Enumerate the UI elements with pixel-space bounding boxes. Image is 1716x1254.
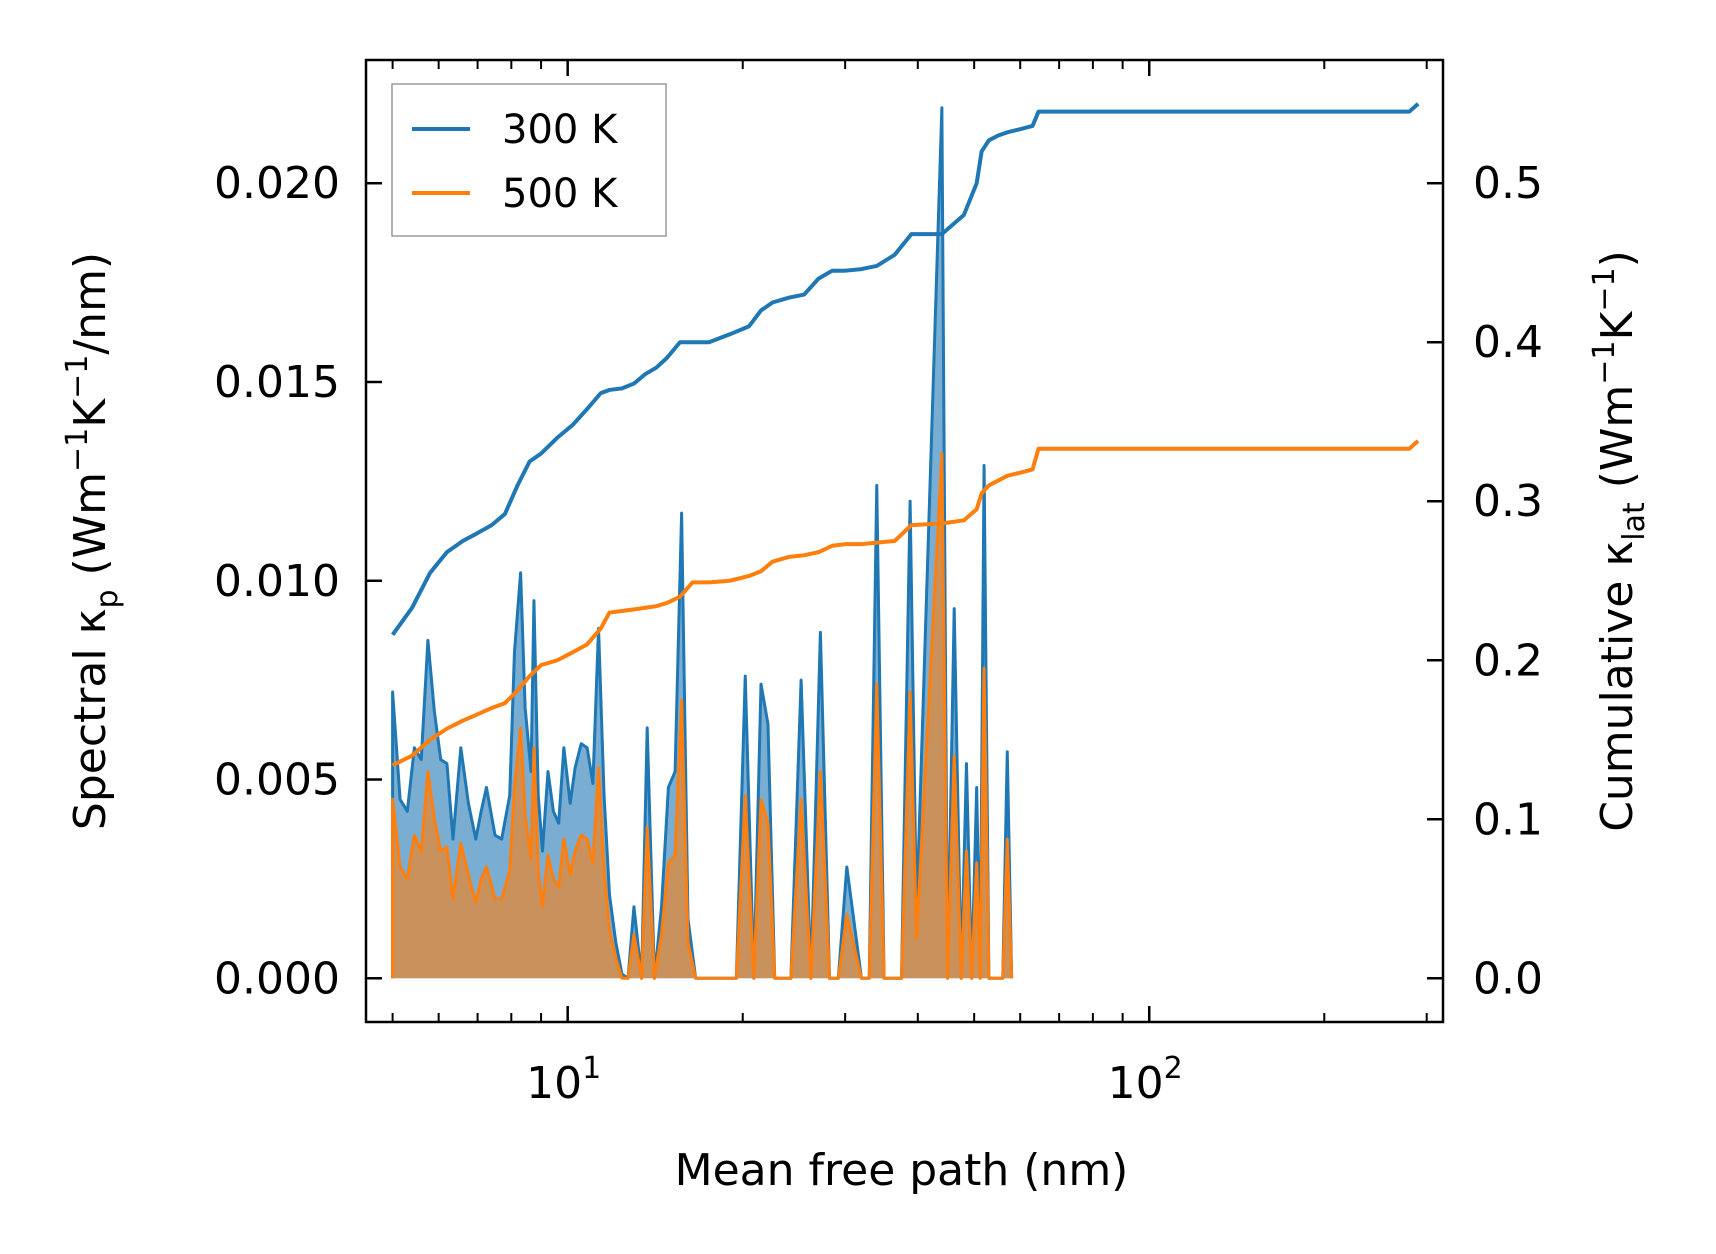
plot-area bbox=[390, 102, 1420, 980]
legend-label: 500 K bbox=[502, 171, 619, 217]
legend: 300 K 500 K bbox=[391, 83, 667, 237]
y-right-axis-title-main: Cumulative κ bbox=[1592, 541, 1643, 832]
y-right-axis-title-superscript-1: −1 bbox=[1587, 340, 1622, 384]
y-right-axis-title-unit-a: (Wm bbox=[1592, 385, 1643, 503]
plot-inner bbox=[390, 102, 1420, 980]
y-left-tick-label: 0.015 bbox=[214, 357, 340, 408]
x-tick-label: 102 bbox=[1108, 1051, 1183, 1109]
y-left-tick-label: 0.000 bbox=[214, 953, 340, 1004]
y-left-axis-title: Spectral κp (Wm−1K−1/nm) bbox=[60, 252, 125, 830]
y-left-axis-title-subscript: p bbox=[90, 589, 125, 608]
x-axis-title: Mean free path (nm) bbox=[675, 1145, 1129, 1196]
y-right-tick-label: 0.5 bbox=[1473, 158, 1543, 209]
spectral-line-500-k bbox=[391, 452, 1014, 980]
x-tick-exponent: 2 bbox=[1164, 1051, 1183, 1086]
y-left-tick-label: 0.005 bbox=[214, 755, 340, 806]
y-right-tick-label: 0.2 bbox=[1473, 635, 1543, 686]
y-left-tick-label: 0.010 bbox=[214, 556, 340, 607]
y-right-tick-label: 0.4 bbox=[1473, 317, 1543, 368]
y-left-axis-title-main: Spectral κ bbox=[65, 609, 116, 831]
x-tick-base: 10 bbox=[1108, 1058, 1164, 1109]
y-left-axis-title-unit-c: /nm) bbox=[65, 252, 116, 355]
y-right-tick-label: 0.1 bbox=[1473, 794, 1543, 845]
x-tick-exponent: 1 bbox=[582, 1051, 601, 1086]
axes: 101 1020.0000.0050.0100.0150.0200.00.10.2… bbox=[60, 58, 1652, 1196]
y-right-tick-label: 0.3 bbox=[1473, 476, 1543, 527]
axes-frame bbox=[364, 58, 1445, 1024]
x-tick-label: 101 bbox=[526, 1051, 601, 1109]
y-right-axis-title-unit-b: K bbox=[1592, 310, 1643, 340]
y-right-axis-title-subscript: lat bbox=[1617, 502, 1652, 541]
cumulative-line-300-k bbox=[390, 102, 1420, 636]
y-left-tick-label: 0.020 bbox=[214, 158, 340, 209]
x-tick-base: 10 bbox=[526, 1058, 582, 1109]
legend-box bbox=[391, 83, 667, 237]
y-left-axis-title-superscript-2: −1 bbox=[60, 355, 95, 399]
y-left-axis-title-unit-a: (Wm bbox=[65, 472, 116, 590]
y-right-axis-title-superscript-2: −1 bbox=[1587, 267, 1622, 311]
cumulative-line-500-k bbox=[391, 439, 1420, 767]
y-right-axis-title-unit-c: ) bbox=[1592, 250, 1643, 267]
y-left-axis-title-unit-b: K bbox=[65, 398, 116, 428]
y-right-axis-title: Cumulative κlat (Wm−1K−1) bbox=[1587, 250, 1652, 832]
legend-label: 300 K bbox=[502, 107, 619, 153]
y-right-tick-label: 0.0 bbox=[1473, 953, 1543, 1004]
y-left-axis-title-superscript-1: −1 bbox=[60, 428, 95, 472]
